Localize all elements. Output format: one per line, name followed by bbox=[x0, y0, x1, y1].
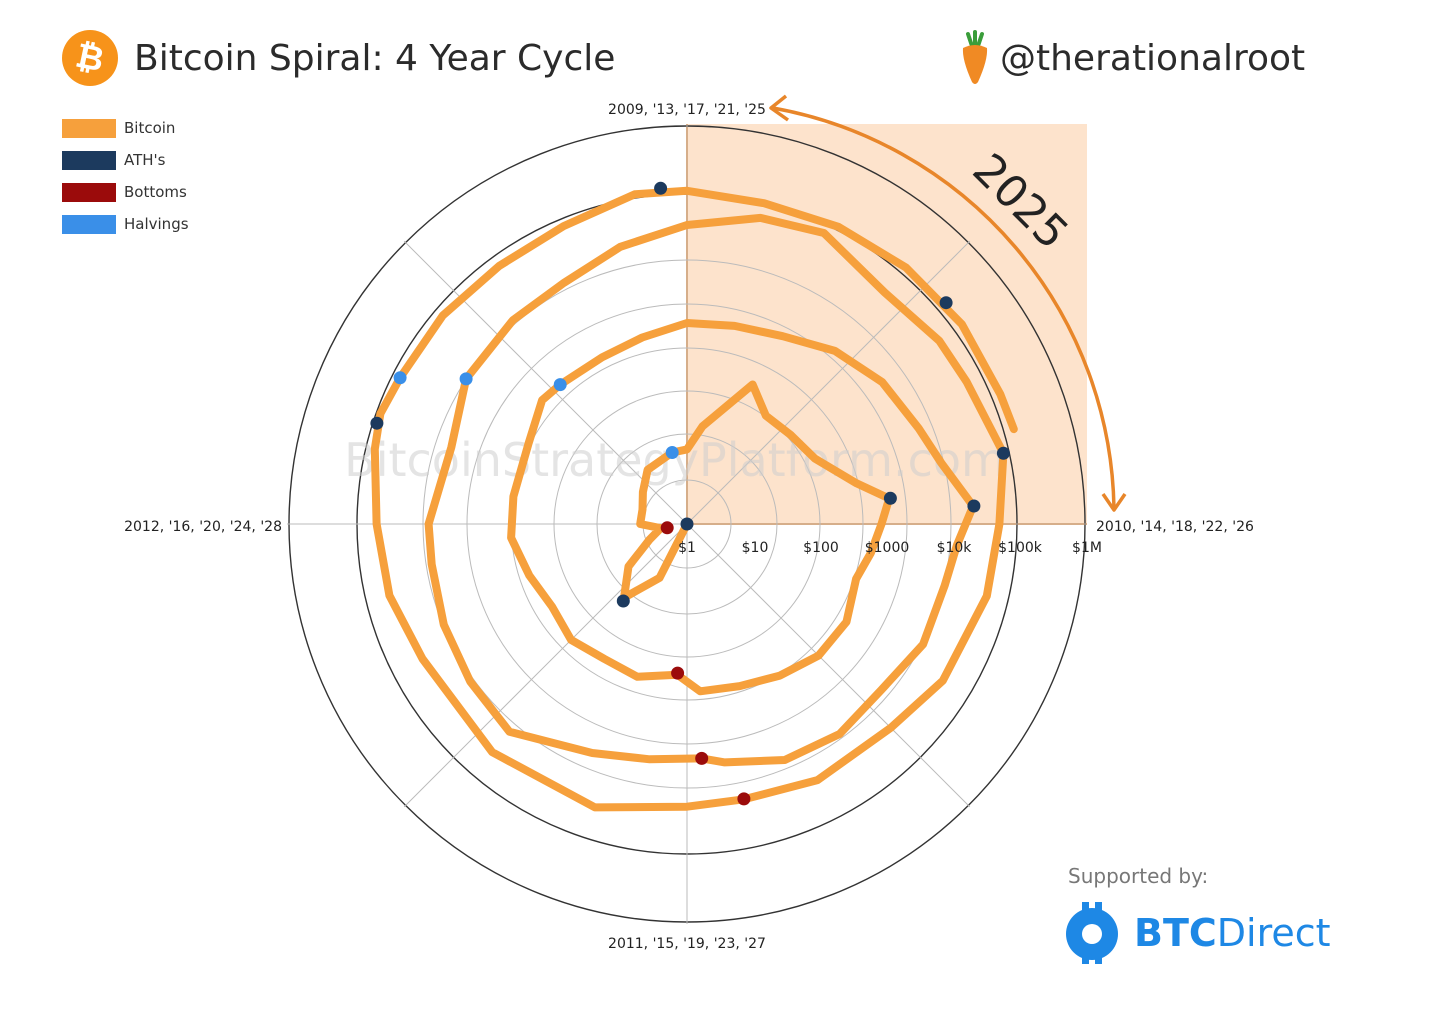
legend-swatch bbox=[62, 214, 116, 234]
sponsor-name-light: Direct bbox=[1216, 911, 1331, 955]
angle-label-top: 2009, '13, '17, '21, '25 bbox=[608, 102, 766, 118]
radial-tick-label: $1 bbox=[678, 540, 696, 556]
supported-by-label: Supported by: bbox=[1068, 864, 1209, 888]
author-handle-block: @therationalroot bbox=[958, 30, 1305, 86]
bottom-marker bbox=[671, 666, 685, 680]
arrow-head-right bbox=[1101, 493, 1127, 512]
series-line-bitcoin bbox=[370, 186, 1018, 812]
ath-marker bbox=[654, 181, 668, 195]
legend: Bitcoin ATH's Bottoms Halvings bbox=[62, 112, 189, 240]
legend-label: Bitcoin bbox=[124, 119, 176, 137]
ath-marker bbox=[967, 499, 981, 513]
radial-tick-label: $10k bbox=[937, 540, 973, 556]
chart-title: Bitcoin Spiral: 4 Year Cycle bbox=[134, 37, 616, 79]
halving-marker bbox=[553, 378, 567, 392]
legend-swatch bbox=[62, 118, 116, 138]
legend-item-aths: ATH's bbox=[62, 144, 189, 176]
arrow-head-top bbox=[769, 94, 790, 122]
bottom-marker bbox=[660, 521, 674, 535]
bottom-marker bbox=[695, 751, 709, 765]
legend-swatch bbox=[62, 150, 116, 170]
radial-tick-label: $100k bbox=[998, 540, 1043, 556]
grid-spoke bbox=[403, 240, 688, 525]
title-block: ₿ Bitcoin Spiral: 4 Year Cycle bbox=[62, 30, 615, 86]
bottom-marker bbox=[737, 792, 751, 806]
ath-marker bbox=[616, 594, 630, 608]
radial-tick-label: $100 bbox=[803, 540, 839, 556]
radial-tick-label: $10 bbox=[742, 540, 769, 556]
angle-label-right: 2010, '14, '18, '22, '26 bbox=[1096, 519, 1254, 535]
legend-item-bitcoin: Bitcoin bbox=[62, 112, 189, 144]
angle-label-bottom: 2011, '15, '19, '23, '27 bbox=[608, 936, 766, 952]
grid-spoke bbox=[403, 523, 688, 808]
legend-label: Halvings bbox=[124, 215, 189, 233]
2025-arc-arrow bbox=[772, 106, 1116, 509]
radial-tick-label: $1M bbox=[1072, 540, 1102, 556]
legend-swatch bbox=[62, 182, 116, 202]
sponsor-name-bold: BTC bbox=[1134, 911, 1217, 955]
angle-label-left: 2012, '16, '20, '24, '28 bbox=[124, 519, 282, 535]
btcdirect-logo-icon bbox=[1066, 902, 1118, 964]
radial-tick-label: $1000 bbox=[865, 540, 910, 556]
author-handle: @therationalroot bbox=[1000, 37, 1306, 79]
carrot-icon bbox=[962, 30, 988, 84]
legend-label: Bottoms bbox=[124, 183, 187, 201]
ath-marker bbox=[939, 296, 953, 310]
ath-marker bbox=[680, 517, 694, 531]
grid-spoke bbox=[686, 523, 971, 808]
bitcoin-symbol: ₿ bbox=[72, 35, 108, 81]
sponsor-name: BTCDirect bbox=[1134, 911, 1331, 955]
ath-marker bbox=[996, 446, 1010, 460]
ath-marker bbox=[883, 491, 897, 505]
bitcoin-logo-icon: ₿ bbox=[62, 30, 118, 86]
ath-marker bbox=[370, 416, 384, 430]
halving-marker bbox=[665, 446, 679, 459]
legend-item-halvings: Halvings bbox=[62, 208, 189, 240]
sponsor-logo: BTCDirect bbox=[1062, 900, 1331, 966]
legend-item-bottoms: Bottoms bbox=[62, 176, 189, 208]
legend-label: ATH's bbox=[124, 151, 166, 169]
halving-marker bbox=[459, 372, 473, 386]
halving-marker bbox=[393, 371, 407, 385]
